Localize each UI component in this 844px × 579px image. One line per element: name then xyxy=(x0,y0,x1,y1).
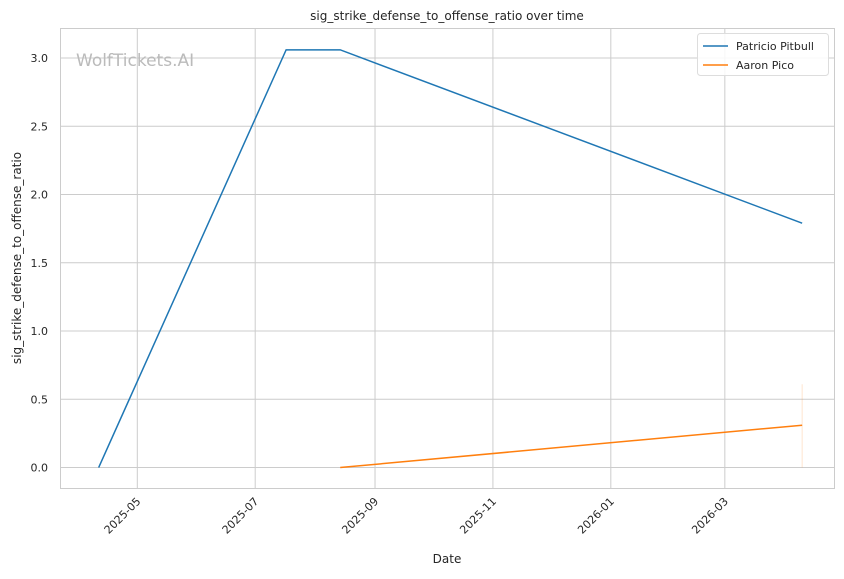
x-tick-label: 2025-09 xyxy=(339,495,381,537)
plot-frame xyxy=(60,28,835,489)
y-tick-label: 1.5 xyxy=(31,257,49,270)
legend: Patricio Pitbull Aaron Pico xyxy=(697,33,829,76)
legend-label: Patricio Pitbull xyxy=(736,40,814,53)
y-tick-label: 2.0 xyxy=(31,189,49,202)
series-line-1 xyxy=(340,424,803,469)
x-tick-label: 2025-05 xyxy=(102,495,144,537)
legend-box xyxy=(697,33,829,76)
y-tick-label: 1.0 xyxy=(31,325,49,338)
series-line-0 xyxy=(97,49,803,468)
y-tick-label: 0.5 xyxy=(31,393,49,406)
y-tick-label: 2.5 xyxy=(31,120,49,133)
y-tick-label: 0.0 xyxy=(31,462,49,475)
chart-title: sig_strike_defense_to_offense_ratio over… xyxy=(310,9,584,23)
x-tick-label: 2026-01 xyxy=(575,495,617,537)
legend-label: Aaron Pico xyxy=(736,59,794,72)
y-tick-label: 3.0 xyxy=(31,52,49,65)
grid xyxy=(60,28,835,488)
y-axis-label: sig_strike_defense_to_offense_ratio xyxy=(10,152,24,364)
x-axis-label: Date xyxy=(433,552,462,566)
watermark: WolfTickets.AI xyxy=(76,51,194,71)
x-tick-label: 2025-07 xyxy=(220,495,262,537)
series-layer xyxy=(97,49,803,469)
x-tick-label: 2026-03 xyxy=(689,495,731,537)
x-tick-label: 2025-11 xyxy=(457,495,499,537)
